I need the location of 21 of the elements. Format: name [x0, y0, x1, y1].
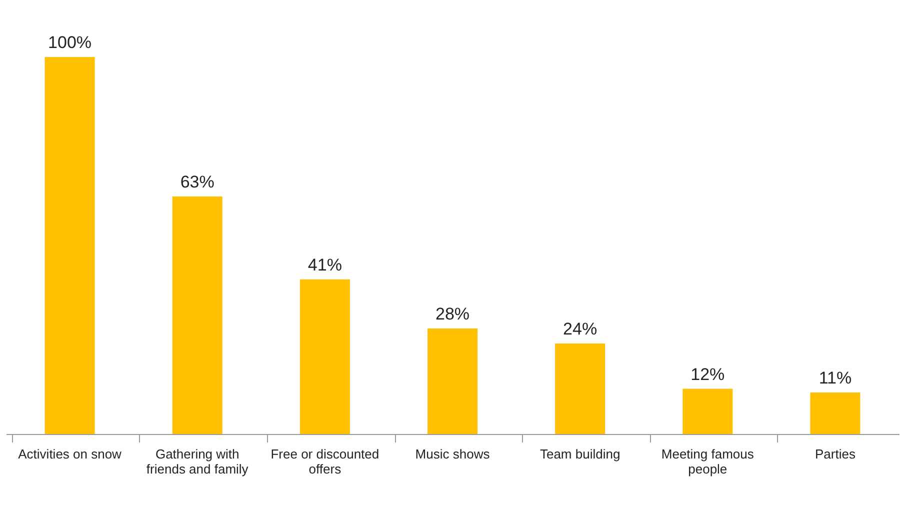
bar: [555, 344, 606, 434]
bar: [682, 388, 733, 434]
data-label: 63%: [180, 172, 214, 192]
bar: [44, 57, 95, 434]
bar: [300, 279, 350, 434]
x-tick-label: Music shows: [415, 446, 490, 462]
data-label: 28%: [435, 304, 470, 324]
data-label: 24%: [563, 320, 598, 339]
bar: [810, 392, 860, 434]
x-tick-label: Activities on snow: [18, 446, 122, 462]
x-tick-label: Team building: [540, 446, 620, 462]
bar: [428, 328, 478, 434]
data-label: 12%: [690, 364, 725, 384]
x-tick-label: Free or discounted offers: [270, 446, 380, 476]
data-label: 11%: [818, 368, 852, 388]
x-tick-label: Meeting famous people: [661, 446, 754, 476]
bar: [172, 196, 222, 434]
data-label: 100%: [48, 33, 92, 52]
x-tick-label: Gathering with friends and family: [146, 446, 249, 476]
data-label: 41%: [308, 255, 342, 274]
x-tick-label: Parties: [814, 446, 856, 462]
